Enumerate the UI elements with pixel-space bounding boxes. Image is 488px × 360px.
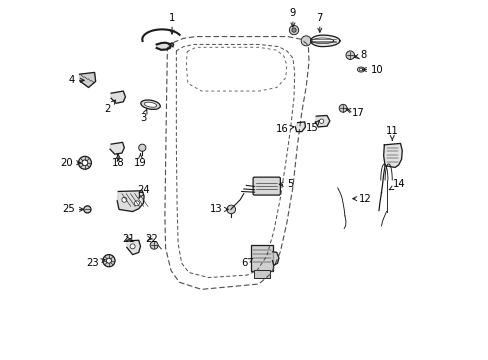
- Polygon shape: [156, 42, 171, 50]
- Circle shape: [78, 156, 91, 169]
- Polygon shape: [383, 143, 402, 167]
- Text: 19: 19: [134, 154, 146, 168]
- Text: 7: 7: [316, 13, 323, 32]
- Bar: [253, 270, 269, 278]
- Text: 23: 23: [86, 258, 105, 268]
- Text: 16: 16: [275, 124, 293, 134]
- Circle shape: [82, 160, 88, 166]
- Circle shape: [226, 205, 235, 214]
- Text: 4: 4: [69, 75, 84, 85]
- Text: 17: 17: [346, 108, 364, 118]
- Text: 22: 22: [144, 234, 157, 244]
- Text: 25: 25: [62, 204, 83, 215]
- Polygon shape: [110, 142, 124, 154]
- Polygon shape: [311, 38, 333, 44]
- Circle shape: [289, 26, 298, 35]
- Text: 11: 11: [385, 126, 398, 140]
- Circle shape: [122, 197, 126, 202]
- Circle shape: [319, 119, 323, 123]
- Ellipse shape: [357, 67, 364, 72]
- Circle shape: [301, 36, 310, 46]
- Text: 9: 9: [289, 8, 296, 27]
- Text: 8: 8: [354, 50, 366, 60]
- Polygon shape: [272, 252, 278, 265]
- Circle shape: [106, 258, 111, 263]
- Text: 13: 13: [209, 204, 228, 215]
- Text: 20: 20: [61, 158, 81, 168]
- Circle shape: [130, 244, 135, 249]
- Polygon shape: [126, 240, 140, 255]
- Text: 12: 12: [352, 194, 371, 204]
- Text: 5: 5: [279, 179, 293, 189]
- Text: 15: 15: [305, 120, 319, 133]
- Polygon shape: [80, 72, 96, 87]
- Text: 2: 2: [104, 100, 115, 114]
- Text: 14: 14: [388, 179, 405, 190]
- Polygon shape: [315, 116, 329, 127]
- Ellipse shape: [359, 68, 362, 71]
- Polygon shape: [295, 122, 305, 132]
- Polygon shape: [310, 35, 339, 46]
- Text: 10: 10: [362, 64, 383, 75]
- FancyBboxPatch shape: [250, 245, 273, 271]
- Polygon shape: [111, 91, 125, 103]
- Ellipse shape: [144, 102, 157, 107]
- Text: 3: 3: [140, 108, 147, 123]
- Text: 24: 24: [137, 185, 149, 198]
- Circle shape: [150, 241, 158, 249]
- Circle shape: [102, 255, 115, 267]
- Circle shape: [139, 144, 145, 151]
- Circle shape: [83, 206, 91, 213]
- FancyBboxPatch shape: [253, 177, 280, 195]
- Ellipse shape: [141, 100, 160, 109]
- Circle shape: [134, 201, 139, 206]
- Polygon shape: [117, 191, 144, 212]
- Circle shape: [339, 104, 346, 112]
- Text: 18: 18: [112, 154, 124, 168]
- Text: 1: 1: [168, 13, 175, 34]
- Circle shape: [291, 28, 296, 32]
- Circle shape: [346, 51, 354, 59]
- Text: 6: 6: [241, 258, 252, 268]
- Text: 21: 21: [122, 234, 135, 244]
